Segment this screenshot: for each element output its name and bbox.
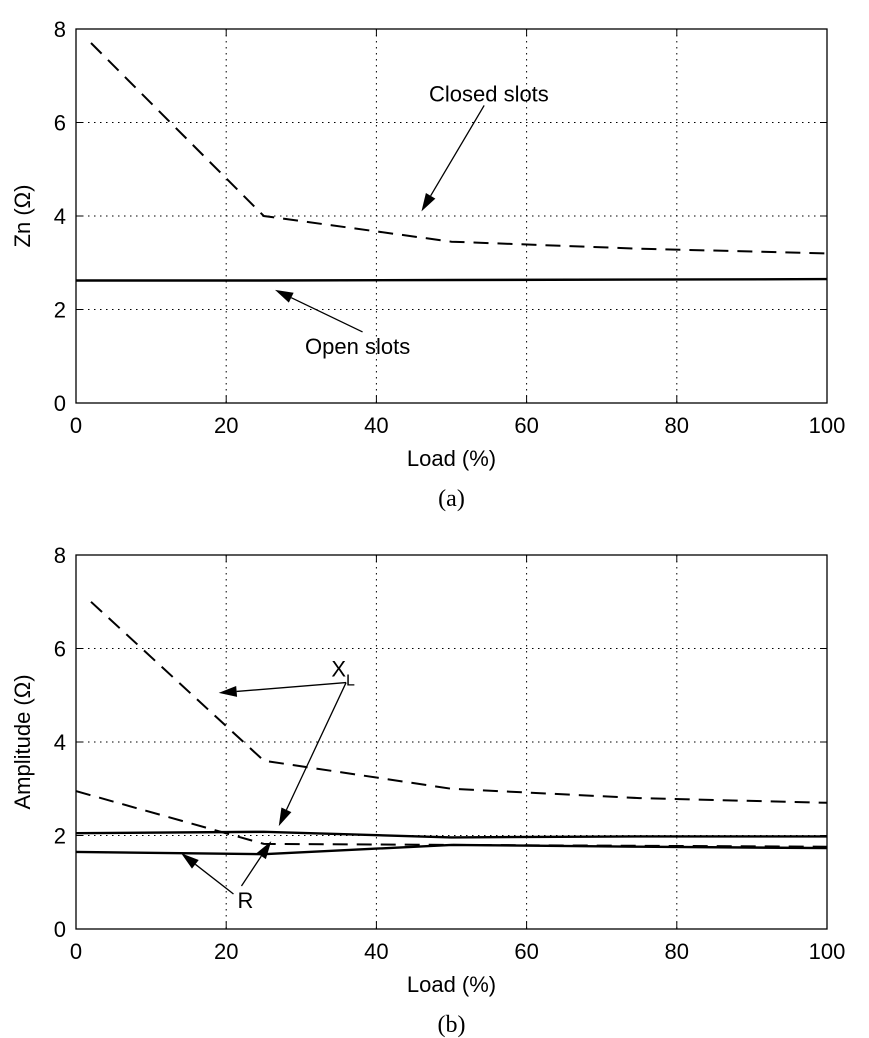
tick-labels-a: 0 20 40 60 80 100 0 2 4 6 8 <box>54 17 846 438</box>
dashed-series-line-0 <box>90 42 827 255</box>
x-tick-label: 60 <box>514 413 538 438</box>
y-tick-label: 2 <box>54 298 66 323</box>
y-tick-label: 6 <box>54 111 66 136</box>
annotation-arrow <box>240 841 272 887</box>
annotations-b: XL R <box>181 657 355 913</box>
y-tick-label: 8 <box>54 17 66 42</box>
x-tick-label: 0 <box>70 413 82 438</box>
annotation-arrow <box>218 681 347 697</box>
series-group-a <box>76 42 827 282</box>
panel-caption-b: (b) <box>438 1012 466 1038</box>
annotation-arrow <box>421 105 485 212</box>
plot-frame-b <box>75 554 828 930</box>
x-axis-label-a: Load (%) <box>407 446 496 471</box>
solid-series-line-3 <box>76 843 827 856</box>
x-tick-label: 100 <box>809 413 846 438</box>
y-tick-label: 0 <box>54 917 66 942</box>
x-tick-label: 20 <box>214 413 238 438</box>
tick-labels-b: 0 20 40 60 80 100 0 2 4 6 8 <box>54 543 846 964</box>
x-tick-label: 80 <box>665 413 689 438</box>
annotations-a: Closed slots Open slots <box>275 81 549 359</box>
y-tick-label: 0 <box>54 391 66 416</box>
plot-frame-a <box>75 28 828 404</box>
y-tick-label: 8 <box>54 543 66 568</box>
x-tick-label: 40 <box>364 939 388 964</box>
y-axis-label-b: Amplitude (Ω) <box>10 674 35 809</box>
x-tick-label: 60 <box>514 939 538 964</box>
solid-series-line-1 <box>76 277 827 282</box>
chart-panel-a: 0 20 40 60 80 100 0 2 4 6 8 Closed slots Open slots… <box>10 17 845 512</box>
x-tick-label: 20 <box>214 939 238 964</box>
y-tick-label: 2 <box>54 824 66 849</box>
series-group-b <box>76 601 827 856</box>
x-tick-label: 0 <box>70 939 82 964</box>
x-tick-label: 40 <box>364 413 388 438</box>
gridlines-b <box>75 554 828 930</box>
y-axis-label-a: Zn (Ω) <box>10 185 35 248</box>
annotation-arrow <box>275 289 363 333</box>
solid-series-line-2 <box>76 830 827 839</box>
annotation-arrow <box>181 853 234 895</box>
annotation-label: Open slots <box>305 334 410 359</box>
annotation-label: R <box>237 888 253 913</box>
annotation-arrow <box>278 682 347 827</box>
y-tick-label: 4 <box>54 730 66 755</box>
y-tick-label: 4 <box>54 204 66 229</box>
y-tick-label: 6 <box>54 637 66 662</box>
x-axis-label-b: Load (%) <box>407 972 496 997</box>
panel-caption-a: (a) <box>438 486 465 512</box>
annotation-label: Closed slots <box>429 81 549 106</box>
x-tick-label: 80 <box>665 939 689 964</box>
annotation-label: XL <box>331 657 355 690</box>
x-tick-label: 100 <box>809 939 846 964</box>
dashed-series-line-0 <box>90 601 827 804</box>
chart-panel-b: 0 20 40 60 80 100 0 2 4 6 8 XL R Load (%) Amplitude… <box>10 543 845 1038</box>
